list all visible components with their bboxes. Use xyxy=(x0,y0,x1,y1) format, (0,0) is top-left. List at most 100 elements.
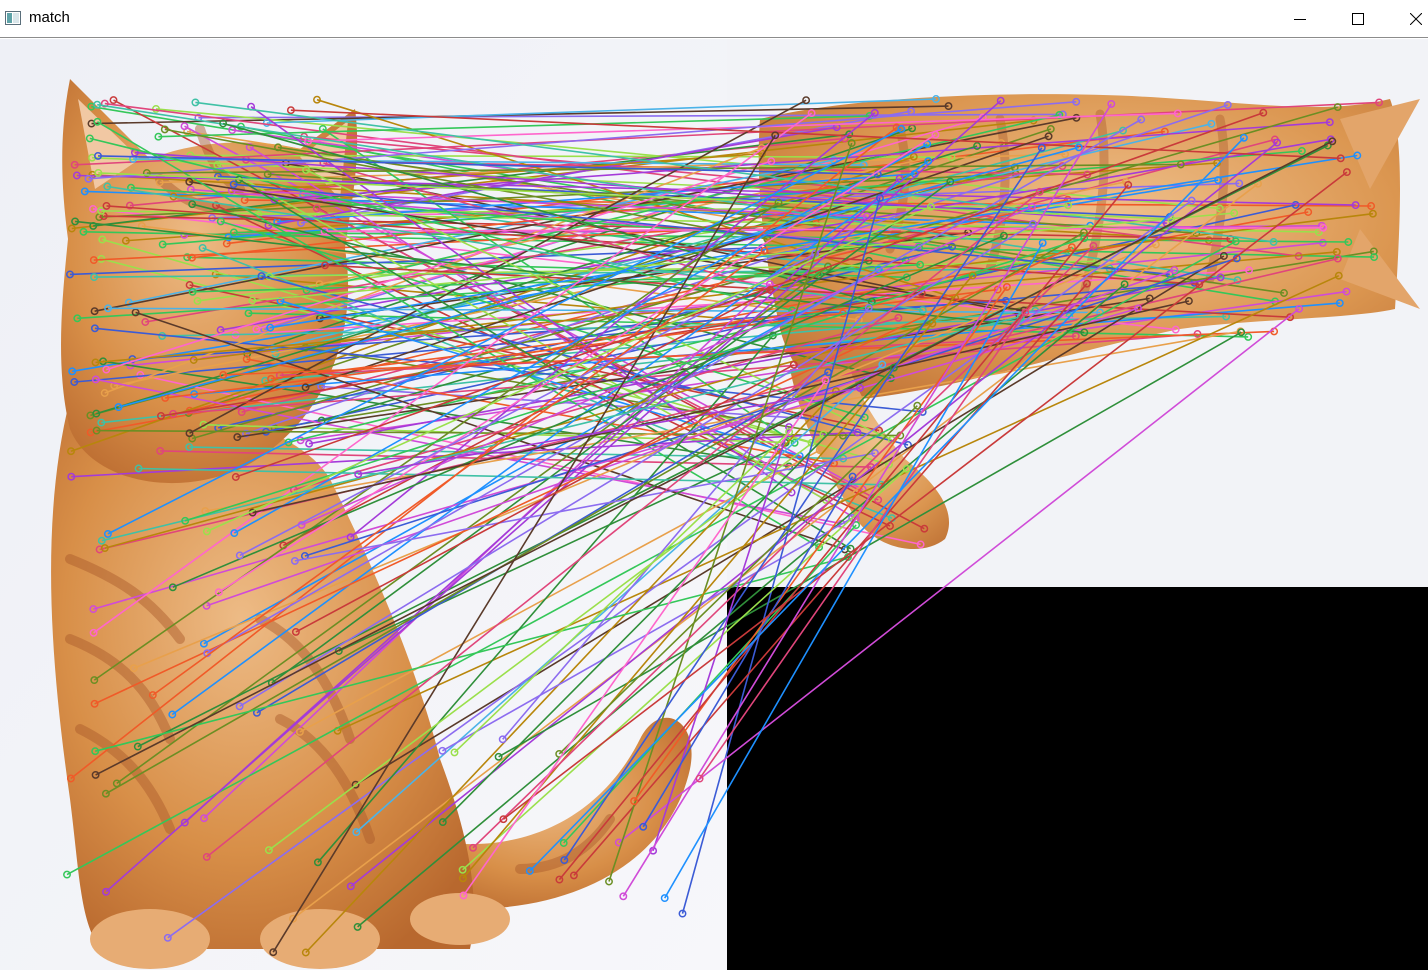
match-line xyxy=(223,330,1275,376)
keypoint-marker xyxy=(89,204,97,213)
keypoint-marker xyxy=(91,375,100,384)
keypoint-marker xyxy=(229,228,238,237)
keypoint-marker xyxy=(79,227,88,236)
keypoint-marker xyxy=(351,780,360,789)
keypoint-marker xyxy=(1259,108,1268,117)
keypoint-marker xyxy=(189,356,198,364)
match-line xyxy=(563,147,1043,861)
keypoint-marker xyxy=(1351,201,1360,210)
match-line xyxy=(235,111,1264,478)
keypoint-marker xyxy=(1067,243,1076,252)
keypoint-marker xyxy=(889,363,898,372)
match-line xyxy=(462,274,974,879)
keypoint-marker xyxy=(1333,103,1342,112)
keypoint-marker xyxy=(902,464,911,473)
keypoint-marker xyxy=(639,822,648,831)
match-line xyxy=(138,467,882,486)
fur-stripes-left xyxy=(65,124,615,874)
keypoint-marker xyxy=(852,521,861,530)
keypoint-marker xyxy=(257,272,266,281)
keypoint-marker xyxy=(1370,253,1379,262)
keypoint-marker xyxy=(1134,304,1143,313)
keypoint-marker xyxy=(1333,254,1342,263)
match-line xyxy=(358,387,861,475)
close-icon xyxy=(1410,12,1422,25)
match-line xyxy=(195,101,1274,243)
keypoint-marker xyxy=(136,371,145,379)
keypoint-marker xyxy=(802,96,811,105)
keypoint-marker xyxy=(438,746,447,755)
match-line xyxy=(272,134,776,953)
keypoint-marker xyxy=(290,556,299,565)
keypoint-marker xyxy=(154,132,163,141)
keypoint-marker xyxy=(1037,143,1046,152)
match-line xyxy=(206,118,1142,654)
keypoint-marker xyxy=(1216,273,1225,282)
keypoint-marker xyxy=(219,370,228,379)
match-line xyxy=(152,250,765,696)
keypoint-marker xyxy=(848,472,857,481)
keypoint-marker xyxy=(181,516,190,525)
keypoint-marker xyxy=(200,814,208,823)
match-line xyxy=(681,197,881,914)
keypoint-marker xyxy=(228,126,237,135)
keypoint-marker xyxy=(1173,109,1182,118)
keypoint-marker xyxy=(152,104,160,113)
keypoint-marker xyxy=(1176,160,1185,169)
keypoint-marker xyxy=(84,174,93,183)
keypoint-marker xyxy=(346,882,355,891)
keypoint-marker xyxy=(133,742,142,751)
keypoint-marker xyxy=(103,529,112,538)
keypoint-marker xyxy=(885,460,893,469)
keypoint-marker xyxy=(1223,100,1232,109)
keypoint-marker xyxy=(845,130,854,139)
match-line xyxy=(106,160,772,371)
lying-cat-ear-bottom xyxy=(1340,229,1420,309)
keypoint-marker xyxy=(916,260,925,269)
keypoint-marker xyxy=(214,172,222,181)
match-line xyxy=(205,330,1241,512)
keypoint-marker xyxy=(450,748,459,757)
keypoint-marker xyxy=(897,125,906,133)
keypoint-marker xyxy=(284,438,293,447)
keypoint-marker xyxy=(1297,147,1306,155)
keypoint-marker xyxy=(469,843,477,852)
keypoint-marker xyxy=(1219,252,1228,260)
keypoint-marker xyxy=(926,202,935,211)
keypoint-marker xyxy=(353,922,362,931)
close-button[interactable] xyxy=(1387,0,1428,37)
match-line xyxy=(529,137,1245,872)
keypoint-marker xyxy=(93,100,102,109)
keypoint-marker xyxy=(1187,196,1196,205)
keypoint-marker xyxy=(90,324,99,333)
keypoint-marker xyxy=(1046,125,1055,133)
keypoint-marker xyxy=(91,747,100,756)
match-line xyxy=(90,211,1309,434)
keypoint-marker xyxy=(103,182,112,191)
maximize-button[interactable] xyxy=(1329,0,1387,37)
keypoint-marker xyxy=(125,201,134,210)
keypoint-marker xyxy=(1367,202,1376,210)
keypoint-marker xyxy=(70,160,79,169)
match-line xyxy=(97,103,1238,281)
keypoint-marker xyxy=(114,403,123,412)
opencv-window-icon xyxy=(5,11,21,25)
match-line xyxy=(622,103,1112,897)
match-line xyxy=(172,234,1005,589)
keypoint-marker xyxy=(815,446,824,455)
match-line xyxy=(270,154,1358,329)
keypoint-marker xyxy=(771,131,780,140)
keypoint-marker xyxy=(63,870,71,879)
minimize-button[interactable] xyxy=(1271,0,1329,37)
match-line xyxy=(96,121,820,548)
match-line xyxy=(305,390,837,954)
keypoint-marker xyxy=(67,224,76,233)
keypoint-marker xyxy=(993,285,1002,294)
keypoint-marker xyxy=(235,702,244,711)
match-line xyxy=(193,212,1373,361)
keypoint-marker xyxy=(1089,241,1098,250)
keypoint-marker xyxy=(90,699,99,708)
match-line xyxy=(190,154,952,158)
match-line xyxy=(97,155,878,176)
keypoint-marker xyxy=(158,240,167,249)
